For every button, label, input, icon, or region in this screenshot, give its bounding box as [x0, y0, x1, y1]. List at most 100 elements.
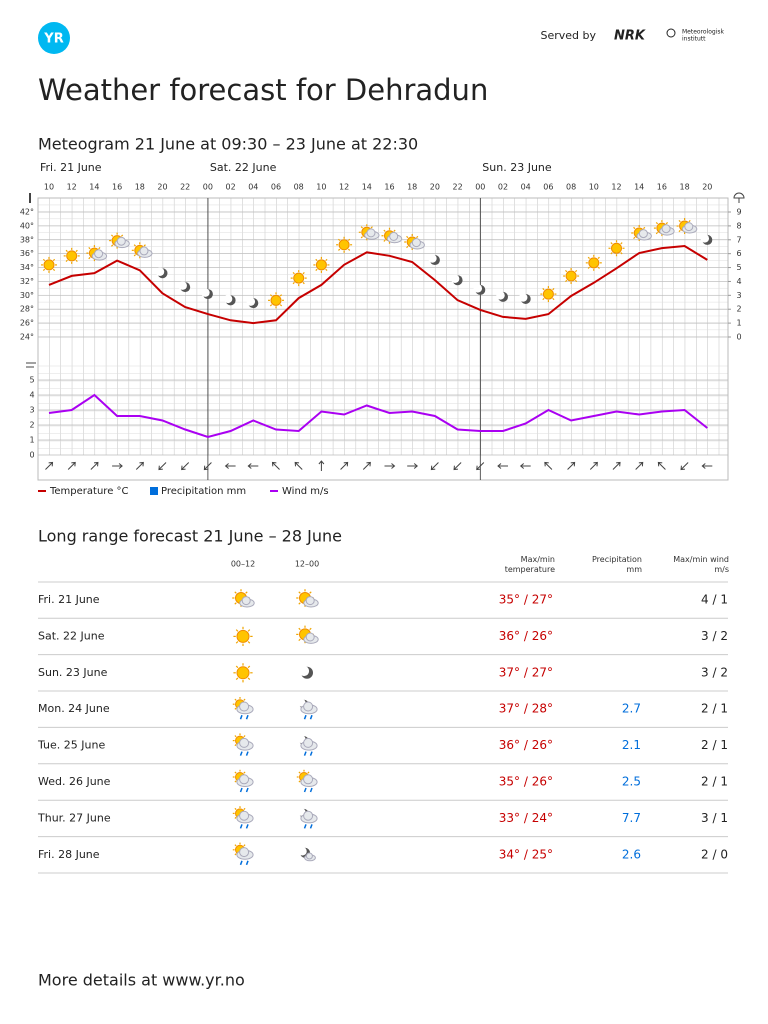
raindrop — [239, 751, 243, 756]
y-tick-label: 30° — [20, 291, 34, 300]
raindrop — [309, 751, 313, 756]
wind-arrow — [203, 462, 212, 471]
sun-ray — [643, 226, 646, 230]
sun-ray — [235, 629, 239, 632]
column-header-line: Max/min wind — [673, 555, 729, 564]
wind-line — [48, 393, 708, 439]
sun-ray — [234, 844, 237, 847]
hour-label: 10 — [44, 183, 54, 192]
sun-ray — [279, 294, 283, 297]
wind-arrow — [294, 461, 303, 470]
wind-icon — [26, 362, 36, 368]
wind-arrow-shape — [158, 462, 167, 471]
wind-tick-label: 5 — [29, 376, 34, 385]
sun — [542, 288, 554, 300]
wind-arrow — [247, 463, 259, 469]
sun-ray — [143, 244, 146, 247]
moon-shade — [246, 297, 256, 306]
sun-ray — [234, 771, 237, 774]
sun-ray — [98, 247, 101, 250]
sun-ray — [243, 735, 246, 738]
hour-label: 18 — [135, 183, 145, 192]
wind-arrow-shape — [544, 461, 553, 470]
temperature: 37° / 28° — [499, 702, 553, 716]
sun-ray — [325, 268, 328, 271]
hour-label: 18 — [407, 183, 417, 192]
temperature: 37° / 27° — [499, 665, 553, 679]
temperature: 33° / 24° — [499, 811, 553, 825]
sun-ray — [393, 229, 396, 232]
sun-ray — [111, 234, 114, 237]
day: Fri. 28 June — [38, 848, 100, 861]
sun-ray — [245, 591, 248, 594]
wind-arrow — [657, 461, 666, 470]
wind-arrow-shape — [90, 461, 99, 470]
sun-ray — [360, 226, 363, 229]
sun-ray — [235, 641, 239, 644]
cloud — [661, 224, 671, 234]
moon-shade — [450, 274, 460, 283]
sun-ray — [75, 249, 78, 253]
met-name: Meteorologisk — [682, 29, 725, 36]
day-label: Sat. 22 June — [210, 161, 277, 174]
sun-ray — [315, 258, 318, 262]
y-tick-label: 38° — [20, 235, 34, 244]
umbrella-icon — [733, 192, 745, 203]
wind-arrow — [318, 460, 325, 471]
sun-ray — [234, 735, 237, 738]
sun — [565, 270, 577, 282]
y-tick-label: 36° — [20, 249, 34, 258]
raindrop — [303, 714, 307, 720]
sun-ray — [292, 281, 295, 285]
sun-ray — [587, 266, 590, 269]
temperature: 34° / 25° — [499, 847, 553, 861]
sun-ray — [610, 252, 613, 255]
sun-ray — [243, 771, 246, 774]
sun-ray — [88, 247, 91, 250]
sun-ray — [243, 844, 246, 847]
day: Mon. 24 June — [38, 702, 110, 715]
y2-tick-label: 8 — [736, 221, 741, 230]
sun-ray — [302, 272, 305, 275]
y-tick-label: 34° — [20, 263, 34, 272]
hour-label: 20 — [430, 183, 440, 192]
sun-ray — [133, 244, 136, 247]
sun — [338, 239, 350, 251]
moon-shade — [428, 254, 437, 263]
cloud — [94, 249, 104, 259]
sun-ray — [360, 236, 363, 239]
sun — [66, 250, 78, 262]
sun — [236, 666, 250, 680]
sun-ray — [235, 677, 239, 681]
legend-label: Temperature °C — [49, 486, 129, 497]
wind-arrow — [497, 463, 508, 469]
sun — [315, 259, 327, 271]
wind: 4 / 1 — [701, 593, 728, 607]
sun-ray — [298, 602, 301, 605]
wind-arrow-shape — [476, 462, 485, 471]
hour-label: 00 — [203, 183, 213, 192]
hour-label: 12 — [67, 183, 77, 192]
wind-arrow-shape — [203, 462, 212, 471]
raindrop — [239, 787, 243, 793]
cloud — [139, 246, 149, 256]
wind-arrow — [112, 463, 123, 469]
sun-ray — [269, 304, 273, 307]
wind-arrow-shape — [680, 462, 689, 471]
sun-ray — [234, 853, 237, 856]
title: Weather forecast for Dehradun — [38, 73, 488, 107]
moon-shade — [473, 284, 483, 293]
temperature-line — [48, 244, 708, 325]
sun-ray — [298, 780, 301, 783]
moon-shade — [201, 288, 210, 297]
precipitation: 2.7 — [622, 702, 641, 716]
wind-arrow — [680, 462, 689, 471]
wind-arrow-shape — [181, 462, 190, 471]
legend-label: Precipitation mm — [161, 486, 246, 497]
wind-tick-label: 4 — [29, 391, 34, 400]
moon-shade — [223, 294, 233, 304]
wind-arrow — [476, 462, 485, 471]
wind-arrow — [181, 462, 190, 471]
sun-ray — [298, 638, 301, 642]
cloud — [305, 596, 315, 606]
